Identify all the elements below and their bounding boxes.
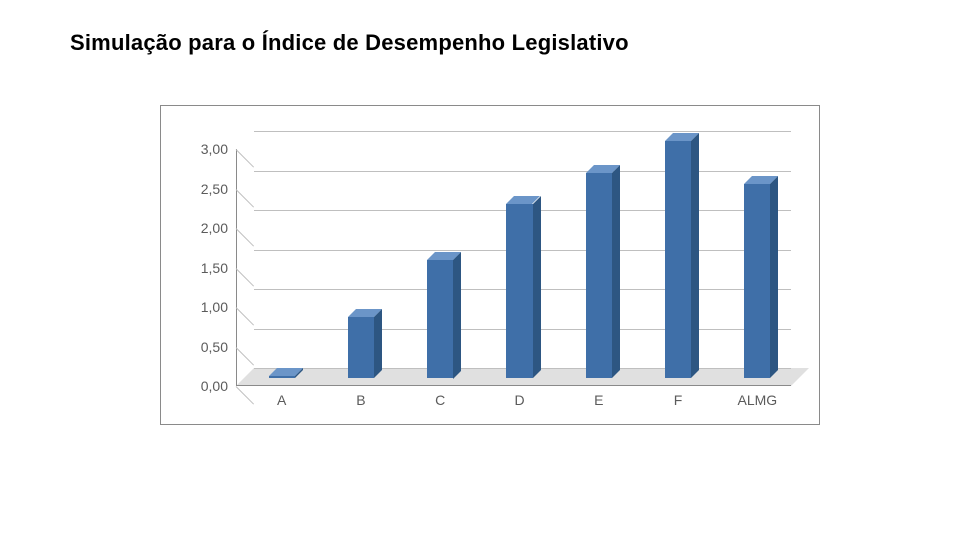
y-tick-label: 0,00 xyxy=(201,378,236,394)
bar-side xyxy=(374,309,382,378)
bar-front xyxy=(586,173,612,378)
y-tick-label: 2,00 xyxy=(201,220,236,236)
y-tick-label: 1,00 xyxy=(201,299,236,315)
bar-front xyxy=(348,317,374,378)
bar-side xyxy=(770,176,778,378)
bar xyxy=(348,317,374,378)
gridline-diagonal xyxy=(236,149,254,167)
bar-side xyxy=(533,196,541,378)
bar-side xyxy=(453,252,461,379)
x-category-label: ALMG xyxy=(738,386,778,408)
chart-frame: 0,00 0,50 1,00 1,50 2,00 2,50 3,00 A B C D E F ALMG xyxy=(160,105,820,425)
gridline-diagonal xyxy=(236,347,254,365)
bar xyxy=(744,184,770,378)
y-tick-label: 3,00 xyxy=(201,141,236,157)
bar-front xyxy=(744,184,770,378)
y-tick-label: 1,50 xyxy=(201,260,236,276)
x-category-label: F xyxy=(674,386,683,408)
bar xyxy=(665,141,691,378)
gridline-diagonal xyxy=(236,386,254,404)
gridline xyxy=(254,131,791,132)
bar xyxy=(427,260,453,379)
bar-front xyxy=(427,260,453,379)
bar xyxy=(586,173,612,378)
bar-front xyxy=(506,204,532,378)
x-category-label: B xyxy=(356,386,365,408)
gridline-diagonal xyxy=(236,189,254,207)
chart-inner: 0,00 0,50 1,00 1,50 2,00 2,50 3,00 A B C D E F ALMG xyxy=(161,106,819,424)
bar-side xyxy=(691,133,699,378)
bar-front xyxy=(665,141,691,378)
gridline-diagonal xyxy=(236,228,254,246)
x-category-label: A xyxy=(277,386,286,408)
y-tick-label: 0,50 xyxy=(201,339,236,355)
gridline xyxy=(254,171,791,172)
bar xyxy=(269,376,295,378)
x-category-label: C xyxy=(435,386,445,408)
x-category-label: E xyxy=(594,386,603,408)
bar-side xyxy=(612,165,620,378)
bar xyxy=(506,204,532,378)
gridline-diagonal xyxy=(236,307,254,325)
bar-chart: 0,000,501,001,502,002,503,00ABCDEFALMG xyxy=(236,131,791,386)
x-category-label: D xyxy=(514,386,524,408)
y-tick-label: 2,50 xyxy=(201,181,236,197)
gridline-diagonal xyxy=(236,268,254,286)
page-title: Simulação para o Índice de Desempenho Le… xyxy=(70,30,629,56)
